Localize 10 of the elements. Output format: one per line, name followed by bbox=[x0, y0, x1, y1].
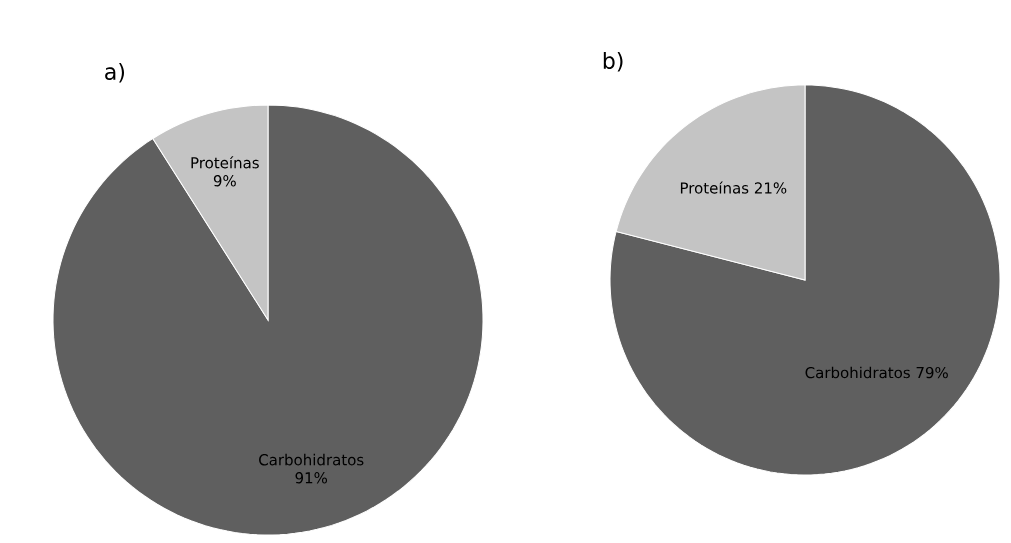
chart-title: b) bbox=[603, 51, 623, 72]
chart-title: a) bbox=[105, 62, 125, 83]
slice-label: Proteínas bbox=[191, 156, 259, 169]
slice-label: Carbohidratos bbox=[259, 453, 364, 466]
data-label: 79% bbox=[916, 366, 948, 379]
data-label: 21% bbox=[754, 182, 787, 194]
data-label: 9% bbox=[213, 175, 236, 187]
data-label: 91% bbox=[295, 472, 328, 484]
slice-label: Carbohidratos bbox=[805, 366, 910, 379]
slice-label: Proteínas bbox=[680, 181, 749, 194]
